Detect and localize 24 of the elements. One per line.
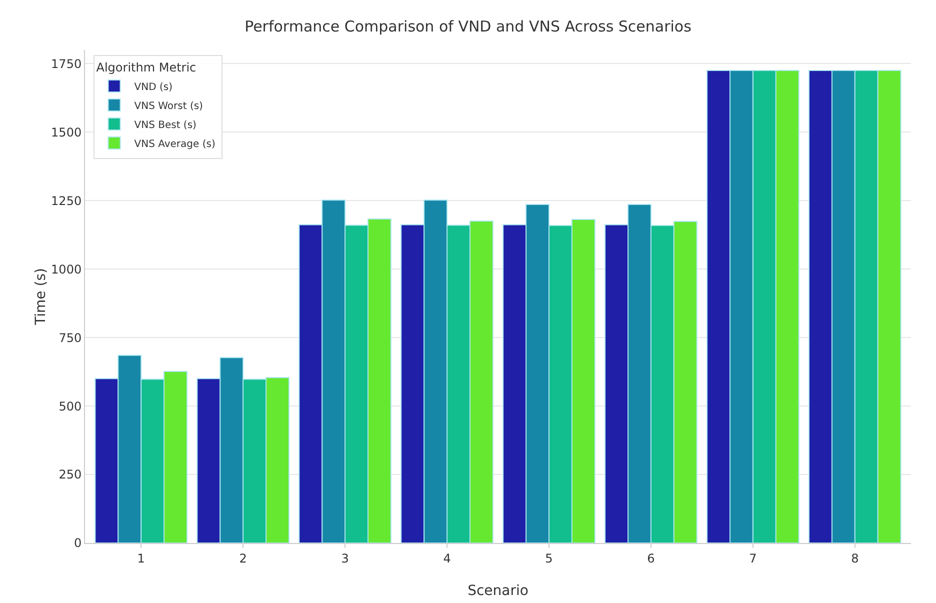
legend-label: VNS Average (s) (134, 138, 216, 150)
y-tick-label: 0 (74, 536, 82, 550)
x-tick-label: 6 (647, 551, 655, 566)
x-tick-label: 7 (749, 551, 757, 566)
x-tick-label: 3 (341, 551, 349, 566)
y-tick-label: 250 (58, 468, 82, 482)
y-axis-title: Time (s) (33, 268, 50, 326)
x-tick-label: 1 (137, 551, 145, 566)
x-tick-label: 4 (443, 551, 451, 566)
y-tick-label: 1500 (51, 125, 82, 140)
x-tick-label: 2 (239, 551, 247, 566)
y-tick-label: 1750 (51, 56, 82, 71)
legend-label: VNS Worst (s) (134, 100, 204, 112)
y-tick-label: 750 (58, 330, 82, 345)
y-tick-label: 500 (58, 399, 82, 414)
legend-label: VNS Best (s) (134, 120, 197, 131)
x-tick-label: 8 (851, 551, 859, 566)
chart-title: Performance Comparison of VND and VNS Across Scenarios (244, 18, 692, 36)
y-tick-label: 1250 (51, 194, 82, 208)
x-axis-title: Scenario (468, 583, 528, 599)
y-tick-label: 1000 (51, 262, 82, 276)
legend-title: Algorithm Metric (96, 60, 196, 75)
legend-label: VND (s) (134, 82, 173, 93)
x-tick-label: 5 (545, 551, 553, 566)
